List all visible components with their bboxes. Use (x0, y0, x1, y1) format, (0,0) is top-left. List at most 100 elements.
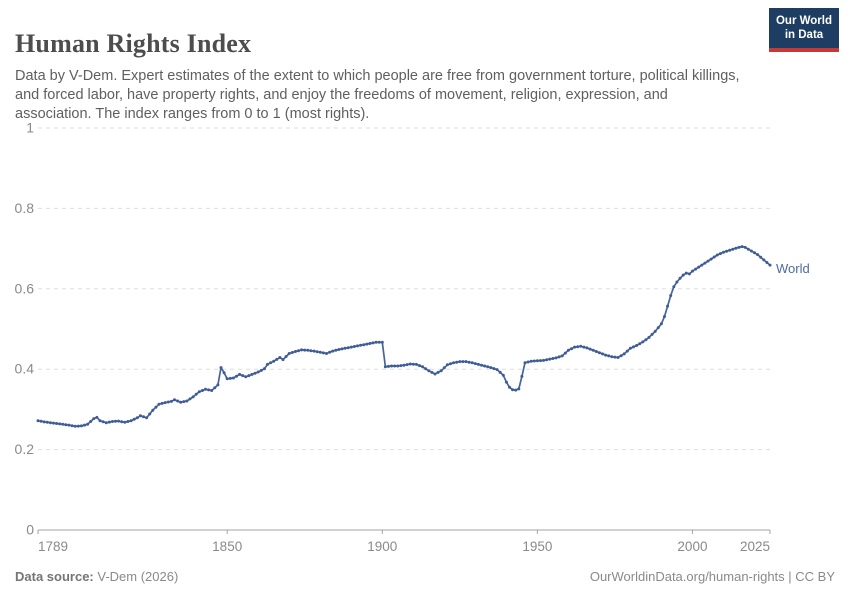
data-point (495, 368, 499, 372)
data-point (737, 245, 741, 249)
x-axis-tick-label: 1850 (212, 539, 242, 554)
owid-logo[interactable]: Our World in Data (769, 8, 839, 52)
data-point (666, 304, 670, 308)
data-point (39, 419, 43, 423)
data-point (95, 415, 99, 419)
data-point (275, 357, 279, 361)
data-point (622, 352, 626, 356)
data-point (563, 351, 567, 355)
data-point (393, 364, 397, 368)
data-point (591, 348, 595, 352)
data-point (743, 245, 747, 249)
data-point (129, 419, 133, 423)
data-point (250, 372, 254, 376)
data-point (644, 338, 648, 342)
y-axis-tick-label: 0.6 (15, 280, 35, 296)
data-point (114, 419, 117, 423)
data-point (542, 358, 546, 362)
data-point (663, 315, 666, 318)
data-point (430, 370, 434, 374)
data-point (554, 356, 558, 360)
data-point (461, 360, 465, 364)
data-point (328, 350, 332, 354)
data-point (523, 361, 527, 365)
data-point (61, 422, 65, 426)
data-point (222, 371, 226, 375)
data-point (570, 347, 573, 351)
data-point (256, 370, 260, 374)
y-axis-tick-label: 0.2 (15, 441, 35, 457)
data-point (216, 383, 220, 387)
data-point (508, 385, 511, 389)
data-point (213, 386, 217, 390)
data-point (498, 370, 502, 374)
data-point (551, 357, 555, 360)
data-point (684, 271, 688, 275)
x-axis-tick-label: 1900 (367, 539, 397, 554)
data-point (535, 359, 539, 363)
data-point (287, 352, 291, 355)
data-point (390, 364, 394, 368)
data-point (545, 358, 549, 362)
data-point (408, 362, 412, 366)
data-point (464, 360, 468, 364)
data-point (173, 398, 176, 402)
data-point (647, 335, 651, 339)
data-point (107, 420, 111, 424)
data-point (123, 420, 127, 424)
data-point (380, 340, 384, 344)
data-point (145, 416, 149, 420)
data-point (697, 265, 701, 269)
data-point (405, 363, 409, 367)
data-point (418, 364, 421, 368)
data-point (340, 347, 344, 351)
data-point (374, 340, 378, 344)
data-point (83, 423, 86, 427)
data-point (557, 355, 561, 359)
data-point (427, 369, 431, 373)
data-point (436, 370, 440, 374)
data-point (414, 362, 418, 366)
data-point (532, 359, 536, 363)
data-point (722, 250, 725, 254)
data-point (470, 361, 474, 365)
data-point (228, 376, 232, 380)
data-point (306, 348, 310, 352)
data-point (715, 253, 719, 257)
data-point (194, 392, 198, 396)
y-axis-tick-label: 0.8 (15, 200, 35, 216)
data-point (486, 365, 490, 369)
data-point (259, 368, 263, 372)
data-point (566, 348, 570, 352)
data-point (352, 345, 356, 348)
data-point (117, 419, 121, 423)
data-point (269, 361, 273, 365)
world-series-line[interactable] (37, 245, 771, 428)
data-point (539, 359, 542, 363)
data-point (225, 377, 229, 381)
data-point (476, 362, 480, 366)
data-point (148, 412, 152, 416)
data-point (154, 405, 158, 409)
data-point (579, 344, 583, 348)
data-point (92, 417, 96, 421)
data-point (297, 349, 300, 353)
data-point (458, 360, 462, 364)
data-point (52, 421, 55, 425)
data-point (669, 294, 673, 298)
data-point (576, 345, 580, 349)
data-point (110, 420, 114, 423)
data-point (356, 344, 359, 348)
data-point (656, 326, 660, 330)
series-label-world: World (776, 261, 810, 276)
data-point (163, 401, 167, 405)
data-point (315, 350, 319, 354)
data-point (659, 322, 663, 326)
page-title: Human Rights Index (15, 29, 252, 59)
data-point (204, 387, 207, 391)
data-point (337, 348, 341, 351)
data-point (89, 420, 93, 423)
data-point (151, 408, 155, 412)
footer-link-license[interactable]: OurWorldinData.org/human-rights | CC BY (589, 569, 835, 584)
data-point (520, 374, 524, 378)
